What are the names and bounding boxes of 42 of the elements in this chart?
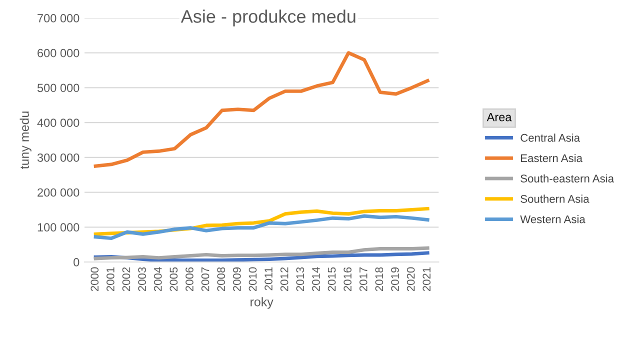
line-series [94,214,430,240]
x-tick-label: 2011 [264,267,272,290]
line-series [94,246,430,260]
legend-label: Eastern Asia [521,154,582,162]
y-tick-label: 200 000 [38,188,80,197]
chart-title: Asie - produkce medu [180,10,356,26]
legend-label: South-eastern Asia [520,174,614,182]
y-tick-label: 700 000 [38,14,80,22]
x-tick-label: 2021 [422,267,431,292]
x-tick-label: 2018 [375,267,384,292]
x-tick-label: 2019 [391,267,399,292]
x-tick-label: 2020 [406,267,415,292]
x-tick-label: 2009 [232,267,241,292]
x-tick-label: 2014 [312,267,320,292]
x-tick-label: 2003 [138,267,146,292]
x-tick-label: 2010 [248,267,257,292]
y-axis-title: tuny medu [20,112,32,169]
y-tick-label: 600 000 [38,48,80,58]
y-tick-label: 400 000 [37,118,80,127]
x-tick-label: 2000 [90,267,99,292]
x-tick-label: 2015 [328,267,336,292]
x-tick-label: 2001 [106,267,114,292]
line-series [94,51,430,168]
x-axis-title: roky [250,297,274,309]
y-tick-label: 500 000 [37,84,80,92]
x-tick-label: 2013 [296,267,304,292]
legend-label: Central Asia [520,134,580,142]
x-tick-label: 2004 [154,267,162,292]
legend-label: Western Asia [520,215,586,224]
x-tick-label: 2017 [359,267,368,292]
legend-label: Southern Asia [520,194,590,203]
x-tick-label: 2007 [201,267,210,292]
x-tick-label: 2006 [186,267,194,292]
y-tick-label: 100 000 [38,223,80,232]
legend-title: Area [486,113,512,122]
y-tick-label: 300 000 [37,153,80,162]
x-tick-label: 2012 [280,267,288,292]
x-tick-label: 2005 [170,267,178,292]
x-tick-label: 2016 [344,267,352,292]
x-tick-label: 2002 [122,267,130,292]
x-tick-label: 2008 [217,267,226,292]
y-tick-label: 0 [74,258,80,266]
